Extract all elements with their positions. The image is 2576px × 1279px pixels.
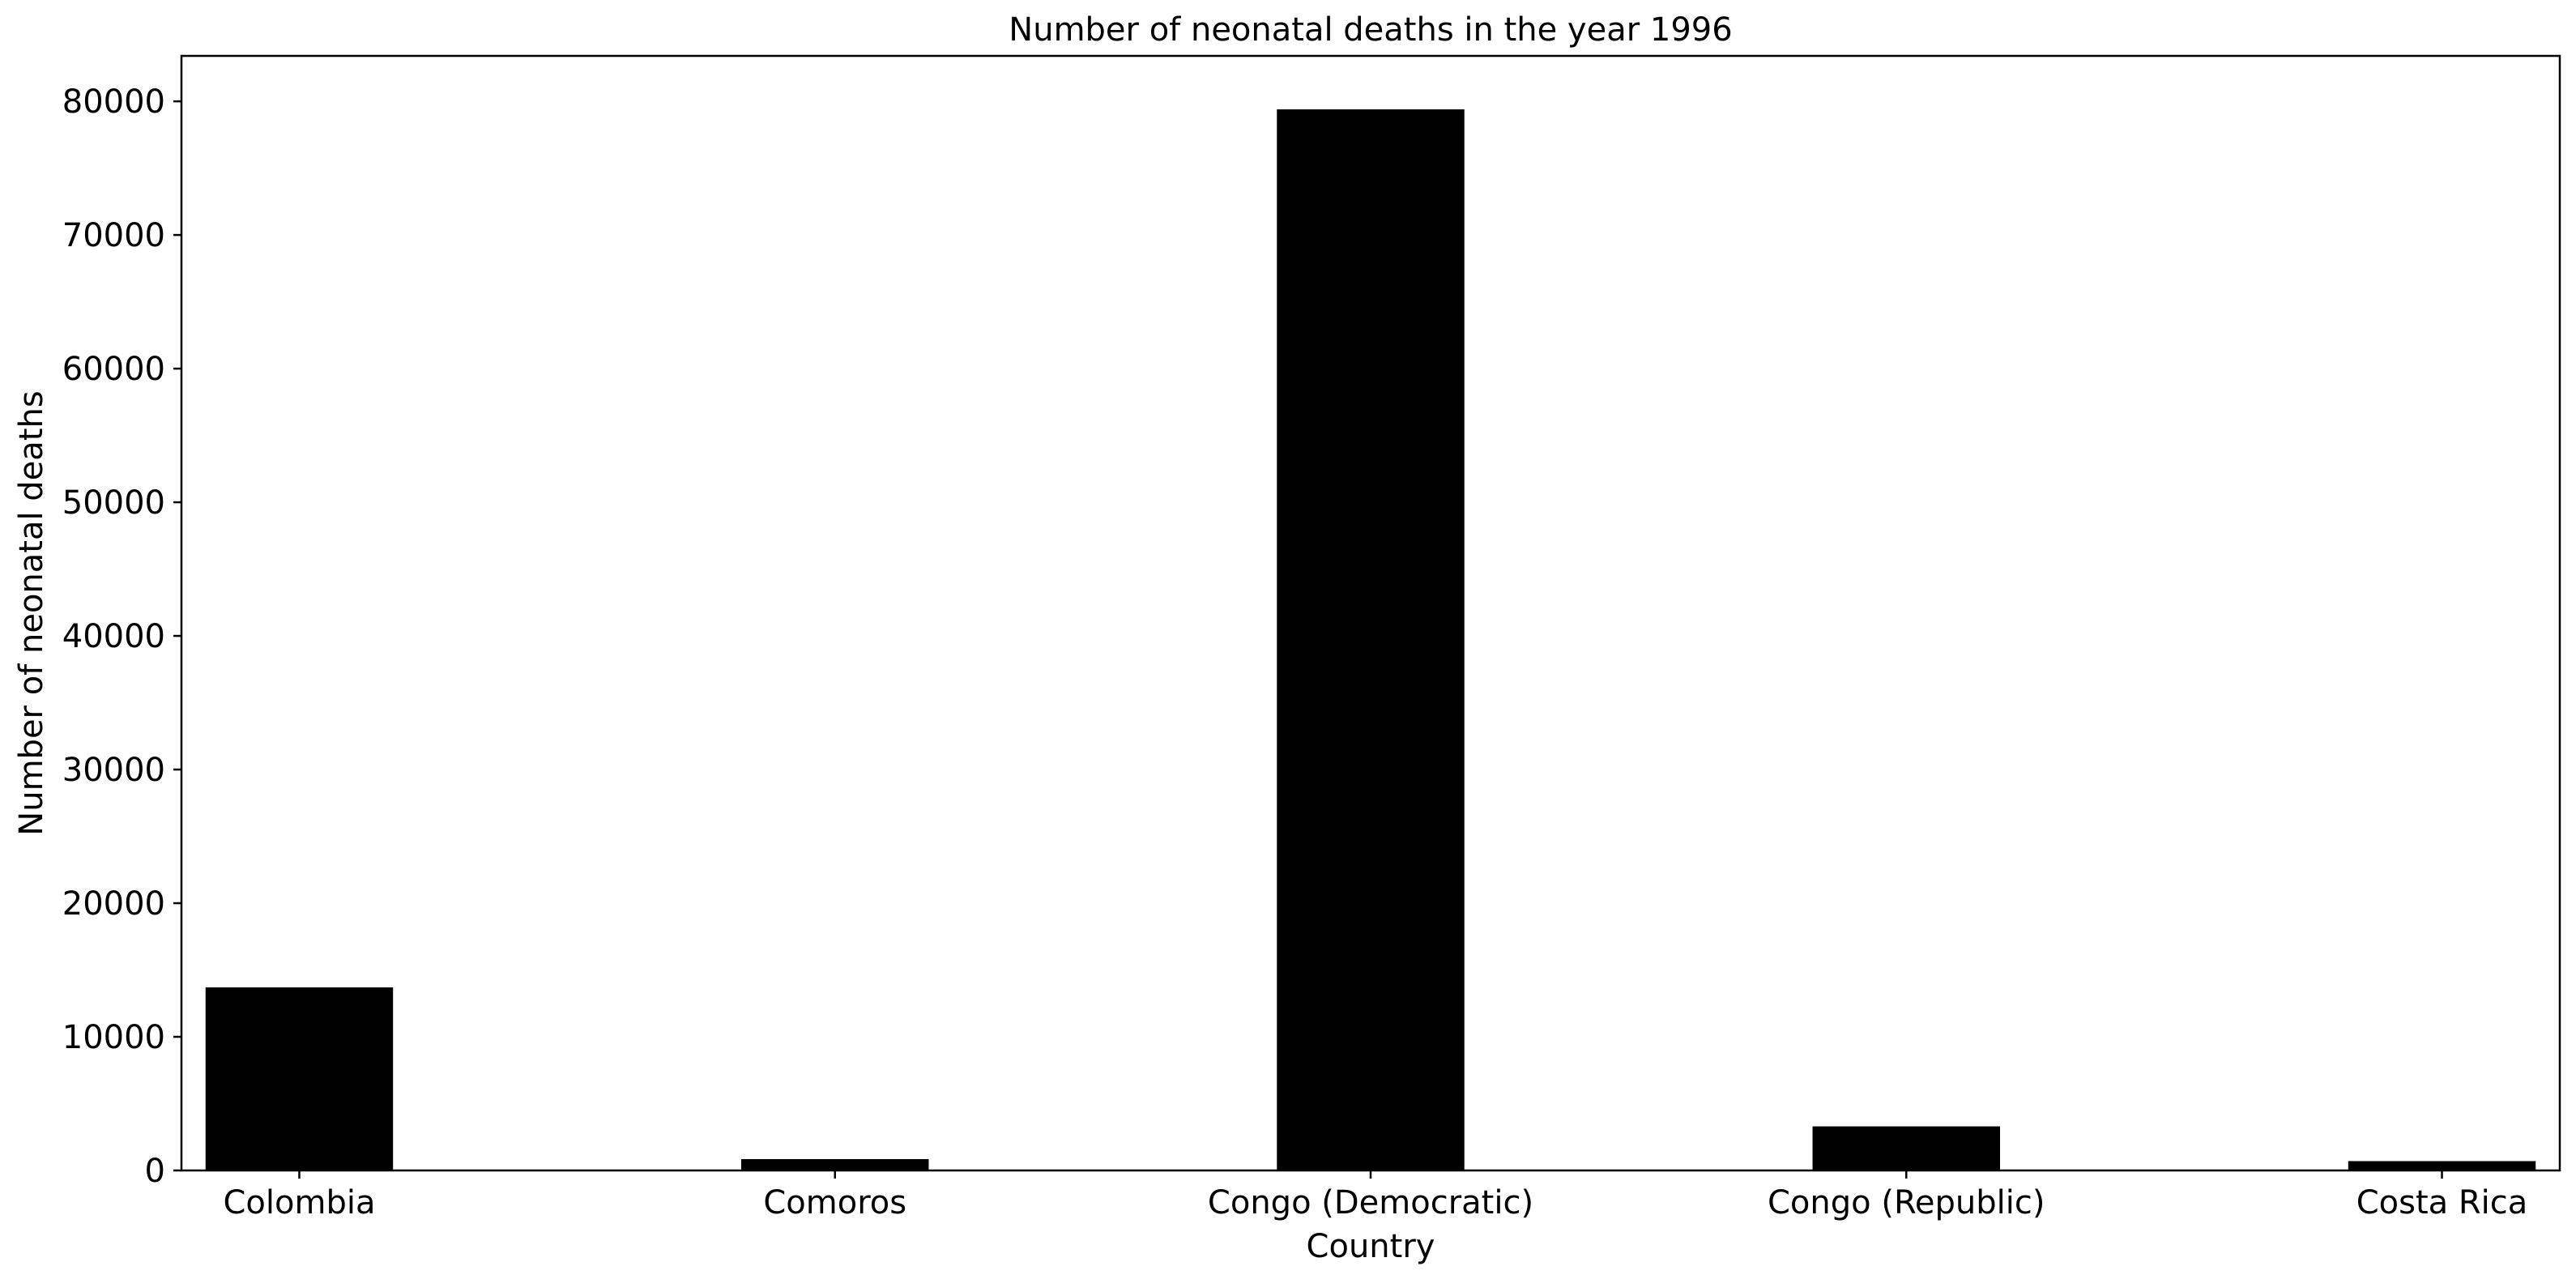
chart-title: Number of neonatal deaths in the year 19… xyxy=(1009,11,1732,49)
bar-congo-republic xyxy=(1812,1126,2000,1170)
y-tick-label: 40000 xyxy=(62,618,165,655)
bars xyxy=(205,109,2536,1170)
x-tick-label: Comoros xyxy=(763,1184,906,1221)
y-tick-label: 70000 xyxy=(62,217,165,254)
bar-comoros xyxy=(741,1158,929,1170)
y-tick-label: 0 xyxy=(145,1153,165,1190)
y-axis-ticks: 0 10000 20000 30000 40000 50000 60000 70000 8000… xyxy=(62,83,181,1190)
plot-frame xyxy=(180,54,2561,1172)
x-tick-label: Congo (Democratic) xyxy=(1208,1184,1533,1221)
y-tick-label: 30000 xyxy=(62,752,165,789)
x-tick-label: Costa Rica xyxy=(2356,1184,2528,1221)
x-axis-label: Country xyxy=(1307,1228,1435,1265)
y-tick-label: 80000 xyxy=(62,83,165,121)
y-tick-label: 50000 xyxy=(62,484,165,522)
y-tick-label: 10000 xyxy=(62,1019,165,1056)
x-tick-label: Colombia xyxy=(223,1184,375,1221)
y-axis-label: Number of neonatal deaths xyxy=(13,390,50,835)
x-tick-label: Congo (Republic) xyxy=(1768,1184,2045,1221)
bar-costa-rica xyxy=(2348,1161,2536,1170)
y-tick-label: 20000 xyxy=(62,885,165,923)
x-axis-ticks: Colombia Comoros Congo (Democratic) Congo (… xyxy=(223,1170,2527,1221)
plot-area: 0 10000 20000 30000 40000 50000 60000 70000 8000… xyxy=(62,54,2561,1221)
y-tick-label: 60000 xyxy=(62,351,165,388)
bar-congo-democratic xyxy=(1277,109,1465,1170)
bar-colombia xyxy=(205,987,394,1170)
